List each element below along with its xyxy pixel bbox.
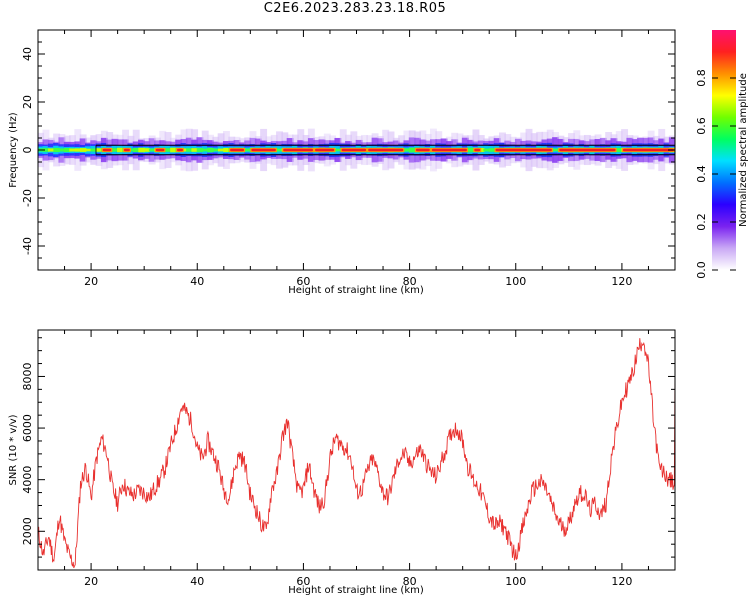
colorbar-tick-label: 0.6 [695, 117, 708, 135]
reference-lines [95, 144, 675, 156]
heatmap-strong-red [415, 148, 430, 152]
heatmap-cell-core [117, 147, 124, 153]
heatmap-cell-core [217, 148, 225, 152]
heatmap-cell-core [212, 148, 220, 152]
y-tick-label: 0 [21, 147, 34, 154]
heatmap-cell-core [148, 148, 156, 152]
heatmap-strong-red [251, 148, 276, 152]
heatmap-cell-core [74, 148, 81, 152]
heatmap-cell-core [64, 148, 71, 152]
heatmap-cell-core [143, 148, 151, 152]
y-tick-label: -40 [21, 237, 34, 255]
heatmap-cell-core [207, 147, 214, 153]
heatmap-cell-core [244, 148, 251, 152]
heatmap-strong-red [230, 148, 245, 152]
heatmap-strong-red [283, 148, 314, 152]
heatmap-cell-core [133, 148, 140, 152]
heatmap-strong-red [474, 148, 481, 152]
x-tick-label: 100 [505, 275, 526, 288]
heatmap-cell-core [467, 147, 474, 153]
heatmap-cell-core [164, 148, 172, 152]
heatmap-cell-core [403, 148, 411, 152]
heatmap-strong-red [177, 148, 183, 152]
snr-y-label: SNR (10 * v/v) [8, 414, 19, 485]
snr-series-line [38, 338, 675, 569]
x-tick-label: 120 [611, 575, 632, 588]
heatmap-strong-red [495, 148, 552, 152]
x-tick-label: 20 [84, 575, 98, 588]
heatmap-cell-core [180, 148, 188, 152]
heatmap-strong-red [559, 148, 616, 152]
heatmap-cell-core [111, 148, 119, 152]
heatmap-cell-core [409, 147, 416, 153]
x-tick-label: 80 [403, 575, 417, 588]
heatmap-cell-core [202, 148, 209, 152]
heatmap-cell-core [223, 148, 230, 152]
heatmap-strong-red [341, 148, 367, 152]
x-tick-label: 20 [84, 275, 98, 288]
x-tick-label: 120 [611, 275, 632, 288]
spectrogram-x-label: Height of straight line (km) [288, 285, 424, 296]
y-tick-label: 4000 [21, 466, 34, 494]
snr-panel: 20 40 60 80 100 120 2000 4000 6000 8000 Height of… [8, 329, 676, 596]
heatmap-strong-red [123, 148, 130, 152]
heatmap-cell-core [138, 147, 145, 153]
heatmap-cell-core [191, 148, 198, 152]
heatmap-cell-core [552, 148, 559, 152]
colorbar-tick-label: 0.8 [695, 69, 708, 87]
snr-axes: 20 40 60 80 100 120 2000 4000 6000 8000 [21, 330, 676, 588]
heatmap-cell-core [48, 148, 55, 152]
y-tick-label: -20 [21, 189, 34, 207]
snr-frame [37, 329, 676, 571]
y-tick-label: 8000 [21, 362, 34, 390]
colorbar-tick-label: 0.2 [695, 213, 708, 231]
colorbar-tick-label: 0.0 [695, 261, 708, 279]
heatmap-cell-core [616, 147, 623, 153]
spectrogram-panel: 20 40 60 80 100 120 -40 -20 0 20 40 Height of stra… [8, 29, 676, 296]
heatmap-strong-red [102, 148, 112, 152]
heatmap-strong-red [315, 148, 335, 152]
spectrogram-heatmap [38, 128, 675, 172]
x-tick-label: 60 [296, 275, 310, 288]
heatmap-cell-core [58, 148, 66, 152]
x-tick-label: 40 [190, 575, 204, 588]
y-tick-label: 6000 [21, 414, 34, 442]
heatmap-cell-core [95, 148, 103, 152]
snr-x-label: Height of straight line (km) [288, 585, 424, 596]
heatmap-cell-core [79, 148, 87, 152]
chart-title: C2E6.2023.283.23.18.R05 [263, 1, 447, 16]
spectrogram-y-label: Frequency (Hz) [8, 112, 19, 188]
heatmap-cell-core [488, 148, 496, 152]
colorbar-tick-label: 0.4 [695, 165, 708, 183]
heatmap-strong-red [622, 148, 674, 152]
spectrogram-axes: 20 40 60 80 100 120 -40 -20 0 20 40 [21, 29, 676, 288]
colorbar-ticks: 0.0 0.2 0.4 0.6 0.8 [695, 69, 736, 279]
heatmap-cell-core [90, 148, 97, 152]
heatmap-cell-core [483, 148, 490, 152]
x-tick-label: 60 [296, 575, 310, 588]
heatmap-cell-core [53, 147, 60, 153]
heatmap-strong-red [155, 148, 165, 152]
y-tick-label: 2000 [21, 517, 34, 545]
colorbar-scale [712, 30, 736, 270]
colorbar-label: Normalized spectral amplitude [738, 73, 749, 227]
heatmap-cell-core [186, 148, 193, 152]
heatmap-cell-core [276, 148, 283, 152]
heatmap-strong-red [368, 148, 404, 152]
colorbar: 0.0 0.2 0.4 0.6 0.8 Normalized spectral ampl… [695, 30, 749, 279]
heatmap-cell-core [196, 148, 204, 152]
heatmap-strong-red [431, 148, 467, 152]
heatmap-cell-core [69, 148, 76, 152]
y-tick-label: 20 [21, 95, 34, 109]
y-tick-label: 40 [21, 47, 34, 61]
x-tick-label: 80 [403, 275, 417, 288]
heatmap-cell-core [170, 147, 177, 153]
x-tick-label: 40 [190, 275, 204, 288]
heatmap-cell-core [85, 148, 92, 152]
heatmap-cell-core [42, 148, 50, 152]
heatmap-cell-core [334, 148, 342, 152]
x-tick-label: 100 [505, 575, 526, 588]
